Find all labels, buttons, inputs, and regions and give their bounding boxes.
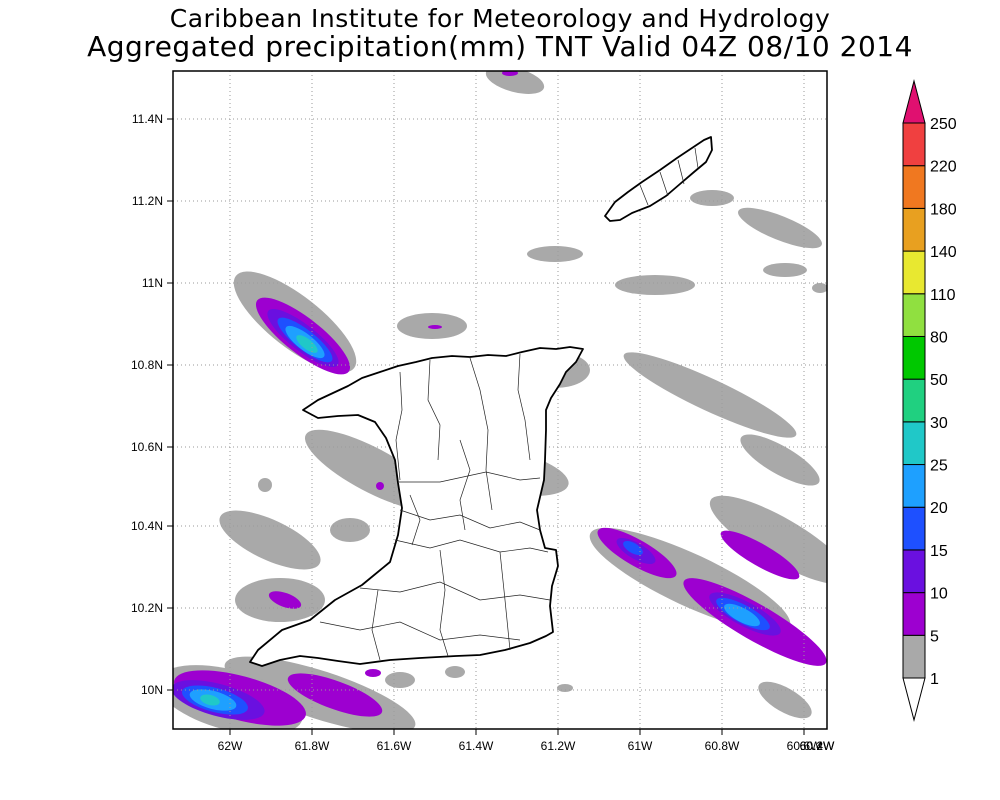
lat-label: 10N	[141, 683, 163, 697]
colorbar-label: 10	[930, 586, 948, 603]
lon-label: 61.2W	[541, 739, 576, 753]
precip-25-30mm	[200, 335, 318, 706]
lat-label: 11.4N	[132, 112, 163, 126]
lat-label: 11N	[142, 276, 163, 290]
lon-label: 62W	[218, 739, 243, 753]
colorbar-segment	[902, 421, 926, 466]
colorbar-label: 5	[930, 628, 939, 645]
lat-label: 10.4N	[131, 519, 163, 533]
title-line-2: Aggregated precipitation(mm) TNT Valid 0…	[87, 30, 913, 63]
colorbar-bottom-arrow	[902, 677, 926, 722]
lon-label: 61.6W	[377, 739, 412, 753]
colorbar-segment	[902, 165, 926, 209]
lat-label: 10.8N	[131, 358, 163, 372]
lon-label: 60.6W	[787, 739, 822, 753]
colorbar-label: 140	[930, 244, 957, 261]
latitude-labels: 11.4N 11.2N 11N 10.8N 10.6N 10.4N 10.2N …	[131, 112, 163, 697]
lon-label: 61.8W	[295, 739, 330, 753]
lon-label: 60.8W	[705, 739, 740, 753]
colorbar-segment	[902, 122, 926, 167]
colorbar-label: 180	[930, 201, 957, 218]
colorbar-label: 80	[930, 329, 948, 346]
colorbar-label: 1	[930, 671, 939, 688]
trinidad-island	[249, 346, 584, 667]
colorbar-segment	[902, 293, 926, 337]
colorbar-segment	[902, 378, 926, 423]
colorbar-label: 15	[930, 543, 948, 560]
colorbar-label: 220	[930, 159, 957, 176]
lon-label: 61W	[628, 739, 653, 753]
colorbar-segment	[902, 335, 926, 380]
lon-label: 60.2W	[800, 739, 835, 753]
lat-label: 10.2N	[131, 601, 163, 615]
colorbar-segment	[902, 549, 926, 594]
trinidad-boundaries	[319, 353, 551, 661]
colorbar-top-arrow	[902, 79, 926, 124]
colorbar-segment	[902, 250, 926, 295]
lat-label: 11.2N	[132, 194, 163, 208]
colorbar-segment	[902, 592, 926, 636]
lat-label: 10.6N	[131, 440, 163, 454]
colorbar-label: 30	[930, 415, 948, 432]
colorbar-segment	[902, 207, 926, 252]
title-line-1: Caribbean Institute for Meteorology and …	[169, 4, 831, 33]
colorbar-label: 50	[930, 372, 948, 389]
tick-marks	[167, 118, 805, 735]
plot-frame	[172, 70, 828, 730]
colorbar-segment	[902, 506, 926, 551]
colorbar-segment	[902, 464, 926, 508]
lon-label: 60.4W	[800, 739, 835, 753]
lon-label: 61.4W	[459, 739, 494, 753]
colorbar-label: 250	[930, 116, 957, 133]
tobago-island	[604, 136, 713, 222]
longitude-labels: 62W 61.8W 61.6W 61.4W 61.2W 61W 60.8W 60…	[218, 739, 835, 753]
colorbar-label: 110	[930, 287, 956, 304]
colorbar-segment	[902, 634, 926, 679]
colorbar-label: 25	[930, 458, 948, 475]
colorbar-label: 20	[930, 500, 948, 517]
